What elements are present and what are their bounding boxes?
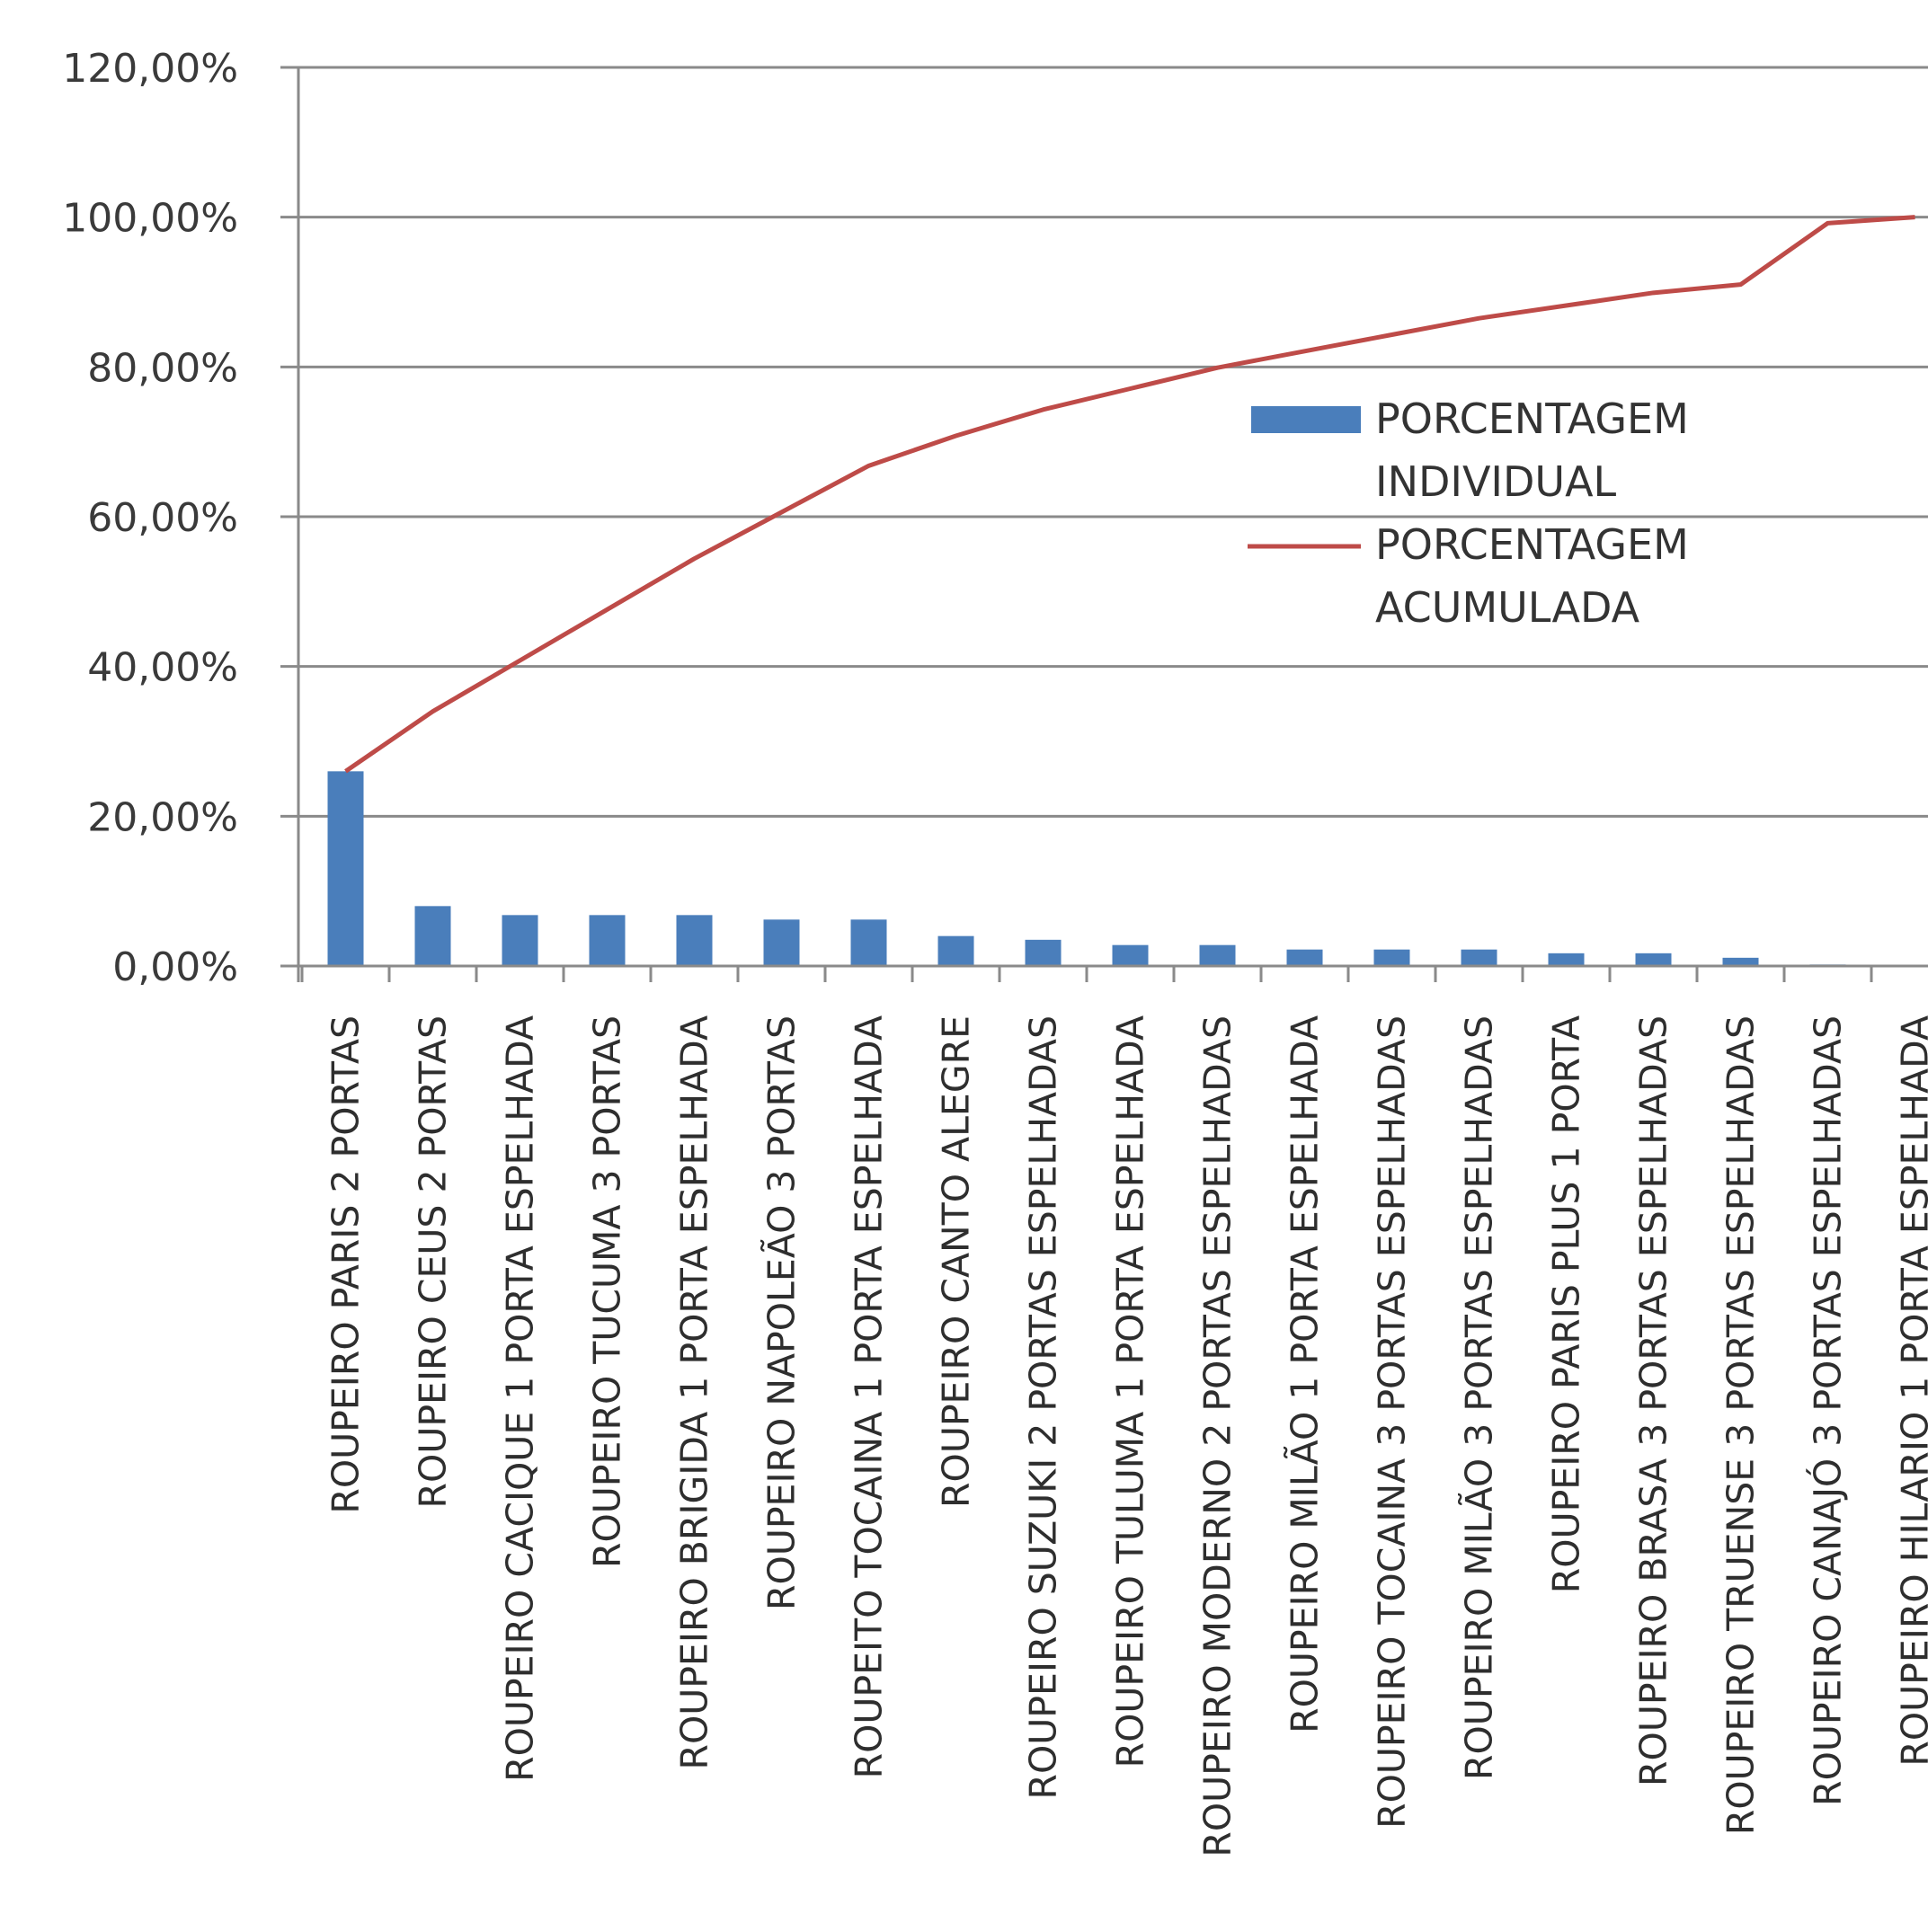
bar (1112, 944, 1149, 966)
legend-label-individual-line2: INDIVIDUAL (1375, 457, 1617, 506)
gridlines (280, 66, 1928, 968)
bar (1025, 939, 1062, 966)
x-tick-marks (300, 966, 1873, 982)
bar (1199, 944, 1236, 966)
category-labels: ROUPEIRO PARIS 2 PORTAS ROUPEIRO CEUS 2 P… (324, 1015, 1928, 1857)
legend-label-acumulada-line1: PORCENTAGEM (1375, 520, 1689, 569)
category-label: ROUPEIRO CEUS 2 PORTAS (412, 1015, 455, 1508)
bar (1635, 953, 1672, 966)
bar (1373, 949, 1410, 966)
legend-label-individual-line1: PORCENTAGEM (1375, 394, 1689, 443)
legend: PORCENTAGEM INDIVIDUAL PORCENTAGEM ACUMU… (1248, 394, 1689, 632)
category-label: ROUPEITO TOCAINA 1 PORTA ESPELHADA (848, 1015, 891, 1778)
bar (763, 919, 800, 966)
axes (297, 67, 1928, 982)
category-label: ROUPEIRO MILÃO 1 PORTA ESPELHADA (1284, 1015, 1327, 1733)
category-label: ROUPEIRO PARIS PLUS 1 PORTA (1545, 1015, 1588, 1593)
category-label: ROUPEIRO BRASA 3 PORTAS ESPELHADAS (1632, 1015, 1675, 1786)
legend-swatch-bar (1251, 406, 1361, 433)
cumulative-line (344, 215, 1915, 774)
legend-label-acumulada-line2: ACUMULADA (1375, 583, 1640, 632)
category-label: ROUPEIRO TULUMA 1 PORTA ESPELHADA (1109, 1015, 1152, 1768)
bar (1722, 957, 1759, 966)
bar (676, 915, 713, 966)
bar (327, 771, 364, 966)
bar (1461, 949, 1497, 966)
category-label: ROUPEIRO SUZUKI 2 PORTAS ESPELHADAS (1022, 1015, 1065, 1800)
category-label: ROUPEIRO BRIGIDA 1 PORTA ESPELHADA (673, 1015, 716, 1770)
bar (937, 935, 974, 966)
category-label: ROUPEIRO TRUENSE 3 PORTAS ESPELHADAS (1719, 1015, 1763, 1835)
category-label: ROUPEIRO CANTO ALEGRE (935, 1015, 978, 1508)
bar (1286, 949, 1323, 966)
y-tick-label: 100,00% (62, 196, 238, 242)
y-tick-label: 80,00% (87, 345, 238, 391)
bar (502, 915, 538, 966)
y-tick-label: 120,00% (62, 46, 238, 92)
bars (327, 771, 1928, 966)
category-label: ROUPEIRO MODERNO 2 PORTAS ESPELHADAS (1196, 1015, 1239, 1857)
bar (850, 919, 887, 966)
category-label: ROUPEIRO NAPOLEÃO 3 PORTAS (760, 1015, 804, 1610)
y-tick-labels: 0,00% 20,00% 40,00% 60,00% 80,00% 100,00% 120,… (62, 46, 238, 990)
y-tick-label: 20,00% (87, 794, 238, 840)
category-label: ROUPEIRO TUCUMA 3 PORTAS (586, 1015, 629, 1568)
bar (589, 915, 626, 966)
category-label: ROUPEIRO PARIS 2 PORTAS (324, 1015, 368, 1514)
category-label: ROUPEIRO HILARIO 1 PORTA ESPELHADA (1894, 1015, 1928, 1767)
category-label: ROUPEIRO CANAJÓ 3 PORTAS ESPELHADAS (1807, 1015, 1850, 1806)
category-label: ROUPEIRO TOCAINA 3 PORTAS ESPELHADAS (1371, 1015, 1414, 1829)
y-tick-label: 40,00% (87, 645, 238, 691)
category-label: ROUPEIRO MILÃO 3 PORTAS ESPELHADAS (1458, 1015, 1501, 1780)
cumulative-line-group (344, 215, 1915, 774)
bar (1548, 953, 1585, 966)
category-label: ROUPEIRO CACIQUE 1 PORTA ESPELHADA (499, 1015, 542, 1782)
y-tick-label: 60,00% (87, 495, 238, 541)
y-tick-label: 0,00% (112, 944, 238, 990)
bar (414, 906, 451, 966)
